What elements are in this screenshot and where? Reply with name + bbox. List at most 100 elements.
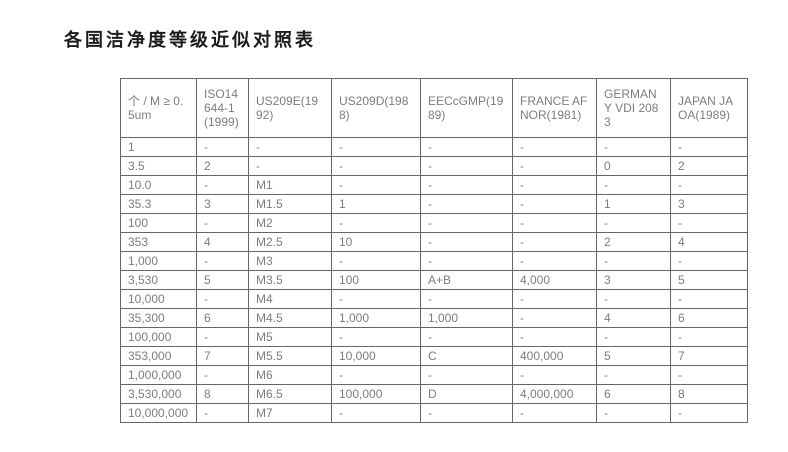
table-cell: - [196,175,249,195]
table-cell: 100 [120,213,197,233]
table-cell: 100 [331,270,421,290]
table-cell: - [420,403,513,423]
table-cell: C [420,346,513,366]
table-cell: - [670,251,748,271]
table-cell: 1,000 [120,251,197,271]
table-cell: - [670,213,748,233]
table-cell: - [420,137,513,157]
table-cell: - [596,213,671,233]
table-cell: - [512,232,597,252]
table-cell: 5 [596,346,671,366]
table-cell: M1.5 [248,194,332,214]
header-row: 个 / M ≥ 0.5um ISO14644-1(1999) US209E(1992… [120,78,748,138]
table-row: 3.5 2- - - -0 2 [120,156,748,176]
table-cell: - [512,156,597,176]
table-cell: 5 [670,270,748,290]
table-cell: - [596,403,671,423]
table-cell: - [512,251,597,271]
table-cell: 4,000,000 [512,384,597,404]
table-row: 35,300 6 M4.5 1,000 1,000-4 6 [120,308,748,328]
table-cell: 4 [596,308,671,328]
table-row: 353 4 M2.5 10- -2 4 [120,232,748,252]
table-cell: - [196,327,249,347]
table-row: 10,000- M4- - - - - [120,289,748,309]
table-cell: 10 [331,232,421,252]
table-cell: - [512,137,597,157]
table-cell: 4 [670,232,748,252]
table-cell: - [670,137,748,157]
table-cell: 3 [196,194,249,214]
table-row: 1,000- M3- - - - - [120,251,748,271]
table-cell: 3 [670,194,748,214]
table-cell: 0 [596,156,671,176]
table-cell: 10,000 [331,346,421,366]
table-cell: - [670,327,748,347]
page-title: 各国洁净度等级近似对照表 [64,30,316,50]
table-cell: - [596,175,671,195]
table-cell: - [670,365,748,385]
table-cell: M6 [248,365,332,385]
table-cell: - [420,327,513,347]
table-cell: - [420,251,513,271]
column-header: FRANCE AFNOR(1981) [512,78,597,138]
table-cell: - [331,365,421,385]
table-row: 1------- [120,137,748,157]
table-cell: 35,300 [120,308,197,328]
table-cell: M3 [248,251,332,271]
table-cell: - [596,365,671,385]
table-cell: 1,000,000 [120,365,197,385]
table-cell: 400,000 [512,346,597,366]
cleanliness-grades-table: 个 / M ≥ 0.5um ISO14644-1(1999) US209E(1992… [120,78,748,423]
table-cell: 1 [120,137,197,157]
table-cell: - [331,403,421,423]
table-cell: 5 [196,270,249,290]
table-cell: - [420,232,513,252]
table-cell: 3.5 [120,156,197,176]
table-cell: - [512,213,597,233]
table-cell: M5 [248,327,332,347]
table-cell: - [420,194,513,214]
table-cell: - [331,156,421,176]
table-cell: - [670,289,748,309]
table-cell: M2 [248,213,332,233]
column-header: EECcGMP(1989) [420,78,513,138]
table-row: 100,000- M5- - - - - [120,327,748,347]
table-cell: M4 [248,289,332,309]
table-cell: 2 [596,232,671,252]
table-cell: 353,000 [120,346,197,366]
table-cell: - [196,251,249,271]
table-cell: 8 [670,384,748,404]
table-cell: - [420,213,513,233]
table-cell: - [512,175,597,195]
table-cell: M5.5 [248,346,332,366]
table-cell: D [420,384,513,404]
table-cell: - [512,308,597,328]
table-cell: 2 [196,156,249,176]
table-cell: - [420,365,513,385]
table-cell: - [512,365,597,385]
table-cell: 6 [196,308,249,328]
column-header: JAPAN JAOA(1989) [670,78,748,138]
table-cell: 3 [596,270,671,290]
column-header: 个 / M ≥ 0.5um [120,78,197,138]
table-cell: - [196,213,249,233]
table-cell: 4,000 [512,270,597,290]
table-cell: 3,530 [120,270,197,290]
table-body: 1- - - - - - -3.5 2- - - -0 2 10.0- M1- - - - -35.3 3 M1.5 1… [120,137,748,423]
table-row: 35.3 3 M1.5 1- -1 3 [120,194,748,214]
table-cell: - [248,137,332,157]
table-cell: - [331,137,421,157]
column-header: US209D(1988) [331,78,421,138]
table-cell: 7 [670,346,748,366]
table-cell: - [196,289,249,309]
table-cell: M3.5 [248,270,332,290]
table-cell: - [331,289,421,309]
table-cell: 4 [196,232,249,252]
table-cell: - [420,175,513,195]
table-cell: - [196,403,249,423]
table-cell: - [670,403,748,423]
table-cell: 10,000,000 [120,403,197,423]
table-cell: 1,000 [420,308,513,328]
table-cell: M2.5 [248,232,332,252]
table-cell: 1 [331,194,421,214]
